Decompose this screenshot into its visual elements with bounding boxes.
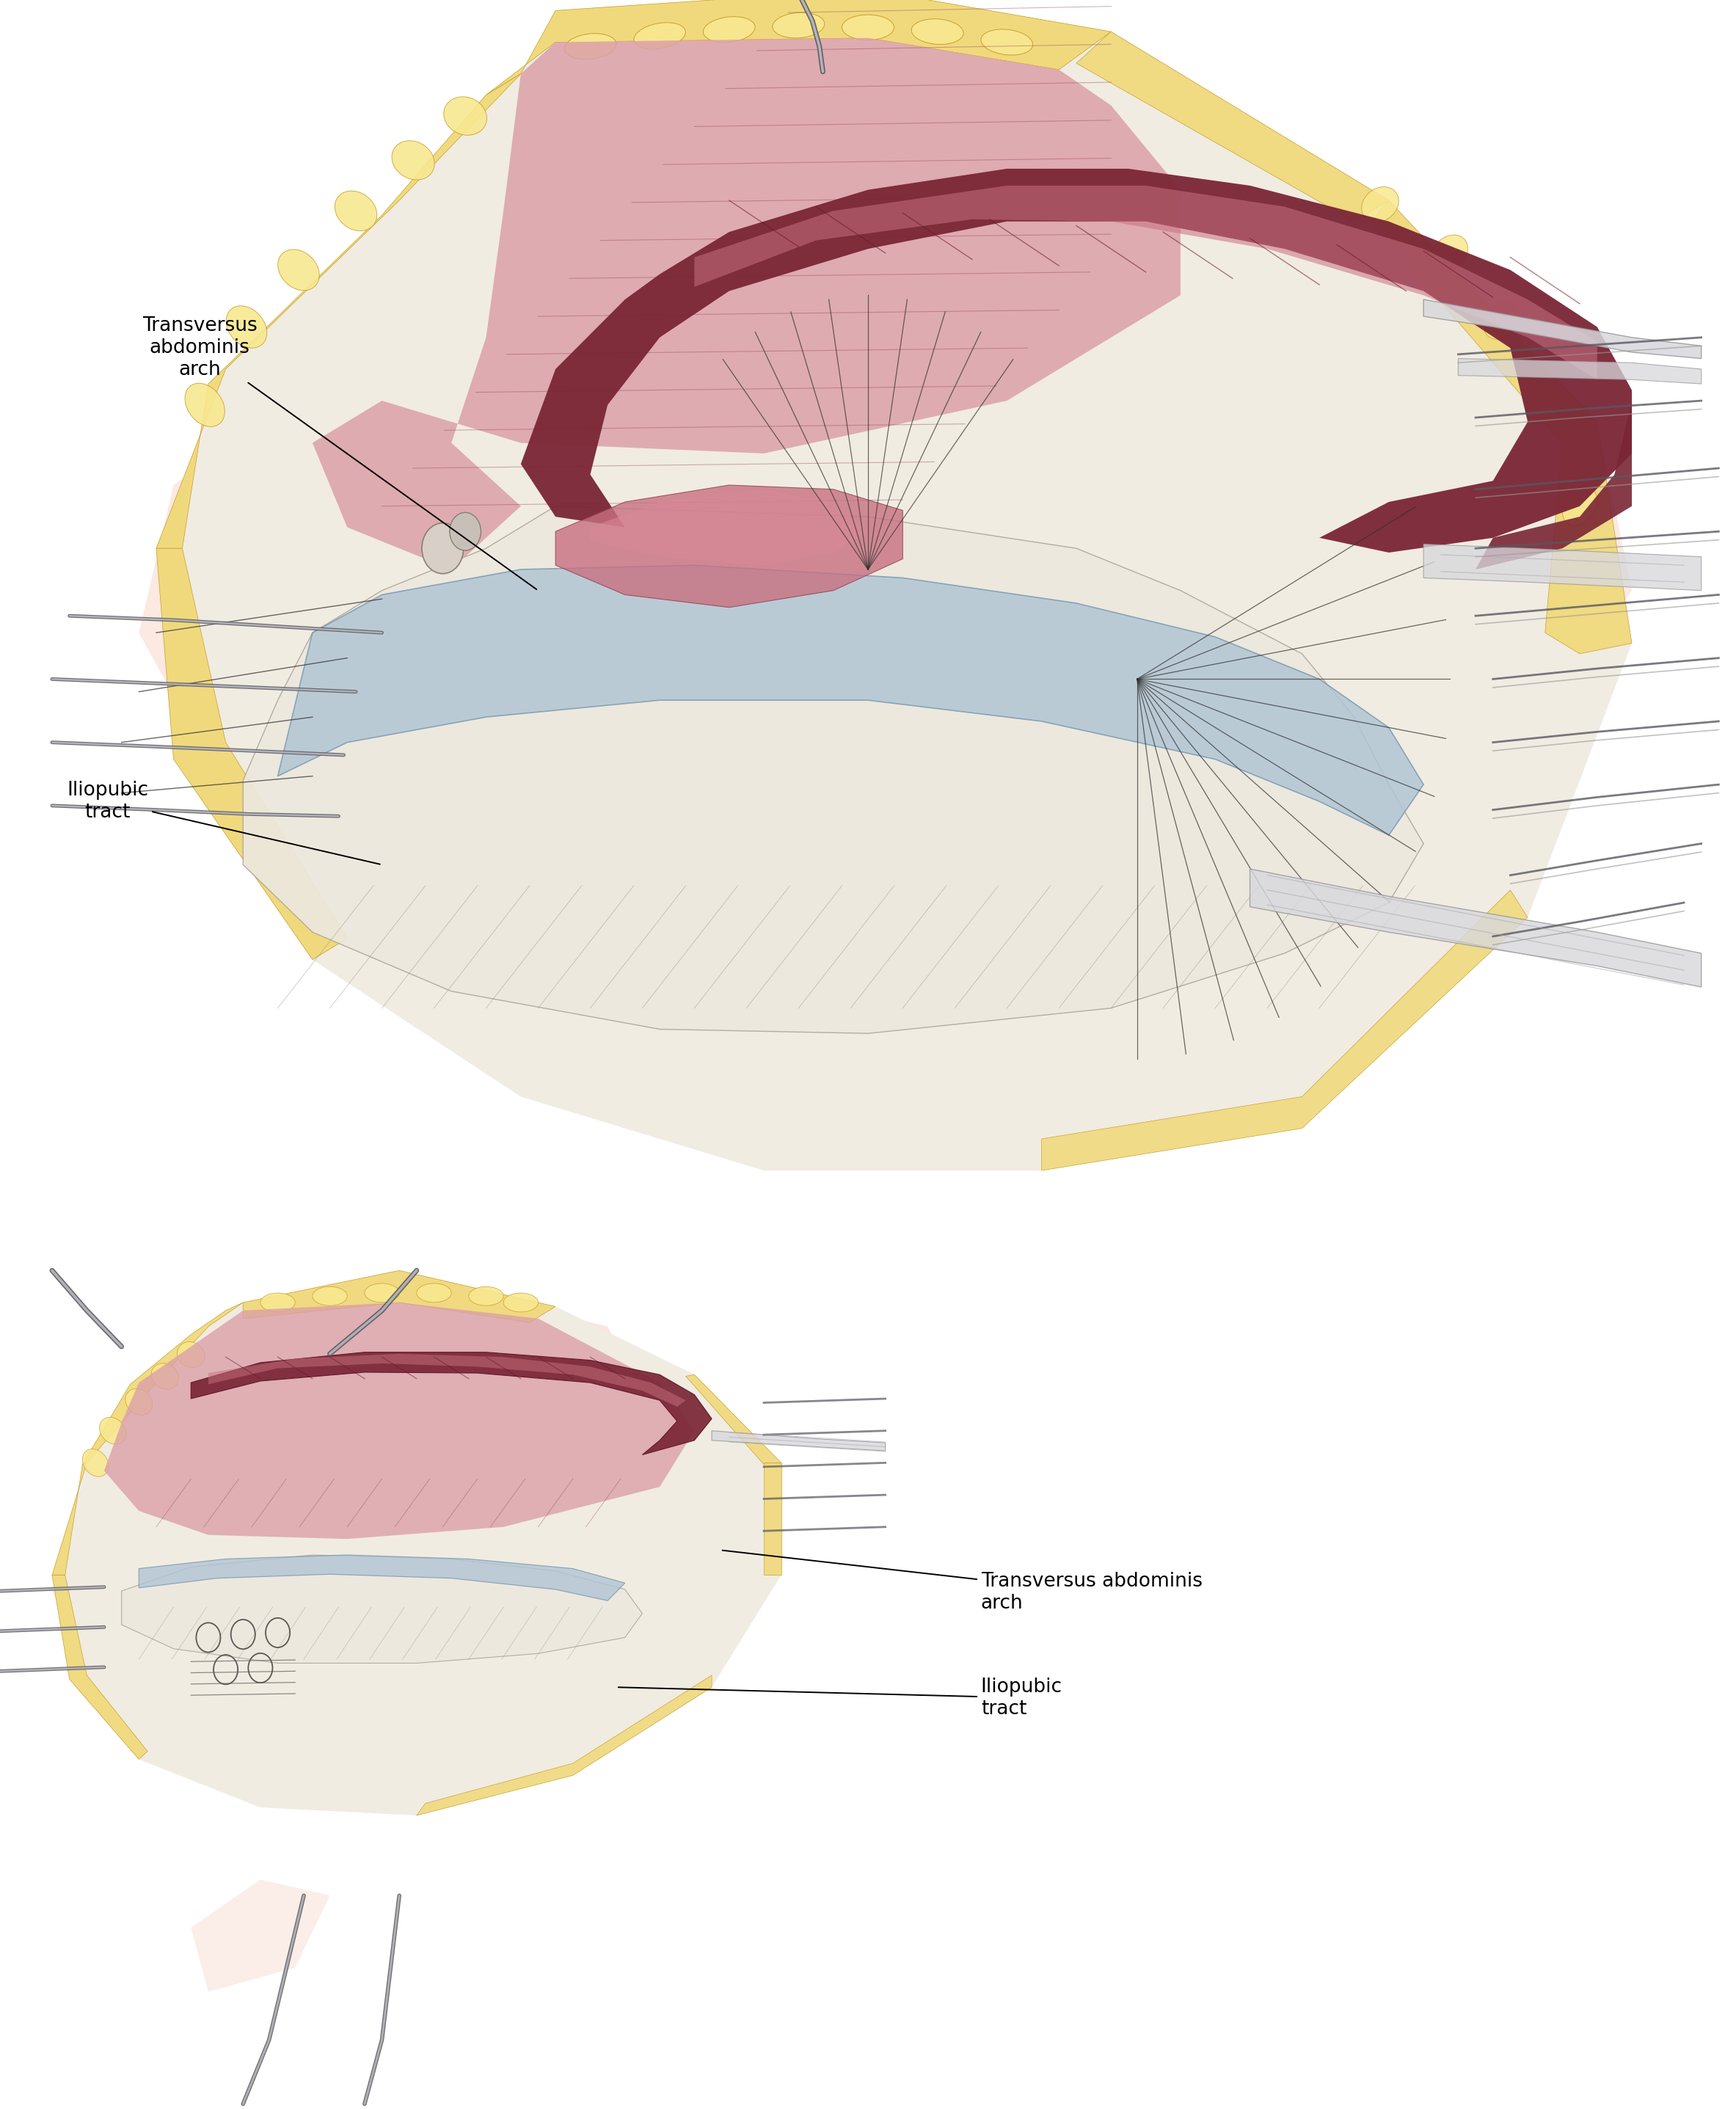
Polygon shape	[278, 565, 1424, 835]
Polygon shape	[83, 1303, 243, 1464]
Ellipse shape	[842, 15, 894, 40]
Ellipse shape	[278, 249, 319, 291]
Polygon shape	[1042, 890, 1528, 1170]
Ellipse shape	[312, 1286, 347, 1305]
Ellipse shape	[773, 13, 825, 38]
Polygon shape	[156, 0, 1632, 1170]
Ellipse shape	[911, 19, 963, 44]
Polygon shape	[1424, 544, 1701, 591]
Ellipse shape	[564, 34, 616, 59]
Ellipse shape	[335, 192, 377, 230]
Ellipse shape	[125, 1388, 153, 1415]
Ellipse shape	[151, 1362, 179, 1390]
Polygon shape	[1458, 359, 1701, 384]
Polygon shape	[191, 1879, 330, 1991]
Polygon shape	[417, 1675, 712, 1816]
Polygon shape	[52, 1464, 87, 1575]
Ellipse shape	[1430, 234, 1469, 272]
Circle shape	[422, 523, 464, 574]
Polygon shape	[486, 0, 1111, 95]
Polygon shape	[1250, 869, 1701, 987]
Circle shape	[450, 512, 481, 550]
Polygon shape	[260, 1286, 642, 1504]
Ellipse shape	[1484, 302, 1519, 340]
Polygon shape	[686, 1375, 781, 1464]
Ellipse shape	[634, 23, 686, 49]
Polygon shape	[556, 844, 1215, 1160]
Ellipse shape	[981, 30, 1033, 55]
Ellipse shape	[1528, 386, 1562, 424]
Polygon shape	[1180, 337, 1632, 780]
Text: Iliopubic
tract: Iliopubic tract	[68, 780, 380, 865]
Polygon shape	[712, 1430, 885, 1451]
Polygon shape	[1371, 200, 1632, 654]
Polygon shape	[590, 489, 868, 565]
Polygon shape	[556, 485, 903, 607]
Ellipse shape	[503, 1293, 538, 1312]
Ellipse shape	[444, 97, 486, 135]
Polygon shape	[243, 506, 1424, 1033]
Ellipse shape	[1562, 487, 1597, 525]
Polygon shape	[573, 0, 1076, 211]
Ellipse shape	[365, 1284, 399, 1303]
Polygon shape	[52, 1270, 781, 1816]
Polygon shape	[139, 1554, 625, 1601]
Ellipse shape	[1361, 188, 1399, 221]
Ellipse shape	[469, 1286, 503, 1305]
Ellipse shape	[392, 141, 434, 179]
Polygon shape	[312, 38, 1180, 569]
Polygon shape	[139, 380, 451, 759]
Polygon shape	[52, 1575, 148, 1759]
Polygon shape	[156, 74, 521, 548]
Polygon shape	[191, 1352, 712, 1455]
Polygon shape	[764, 1464, 781, 1575]
Polygon shape	[1424, 299, 1701, 359]
Ellipse shape	[177, 1341, 205, 1367]
Polygon shape	[521, 169, 1632, 553]
Polygon shape	[104, 1303, 694, 1540]
Text: Iliopubic
tract: Iliopubic tract	[618, 1677, 1062, 1719]
Polygon shape	[694, 186, 1597, 380]
Polygon shape	[122, 1554, 642, 1664]
Polygon shape	[208, 1354, 686, 1407]
Text: Transversus
abdominis
arch: Transversus abdominis arch	[142, 316, 536, 588]
Polygon shape	[156, 548, 347, 960]
Ellipse shape	[260, 1293, 295, 1312]
Text: Transversus abdominis
arch: Transversus abdominis arch	[722, 1550, 1203, 1613]
Ellipse shape	[226, 306, 267, 348]
Ellipse shape	[82, 1449, 109, 1476]
Ellipse shape	[99, 1417, 127, 1445]
Polygon shape	[52, 1518, 226, 1656]
Ellipse shape	[417, 1284, 451, 1303]
Polygon shape	[1076, 32, 1389, 221]
Polygon shape	[1476, 401, 1632, 569]
Ellipse shape	[186, 384, 224, 426]
Ellipse shape	[703, 17, 755, 42]
Polygon shape	[243, 1270, 556, 1322]
